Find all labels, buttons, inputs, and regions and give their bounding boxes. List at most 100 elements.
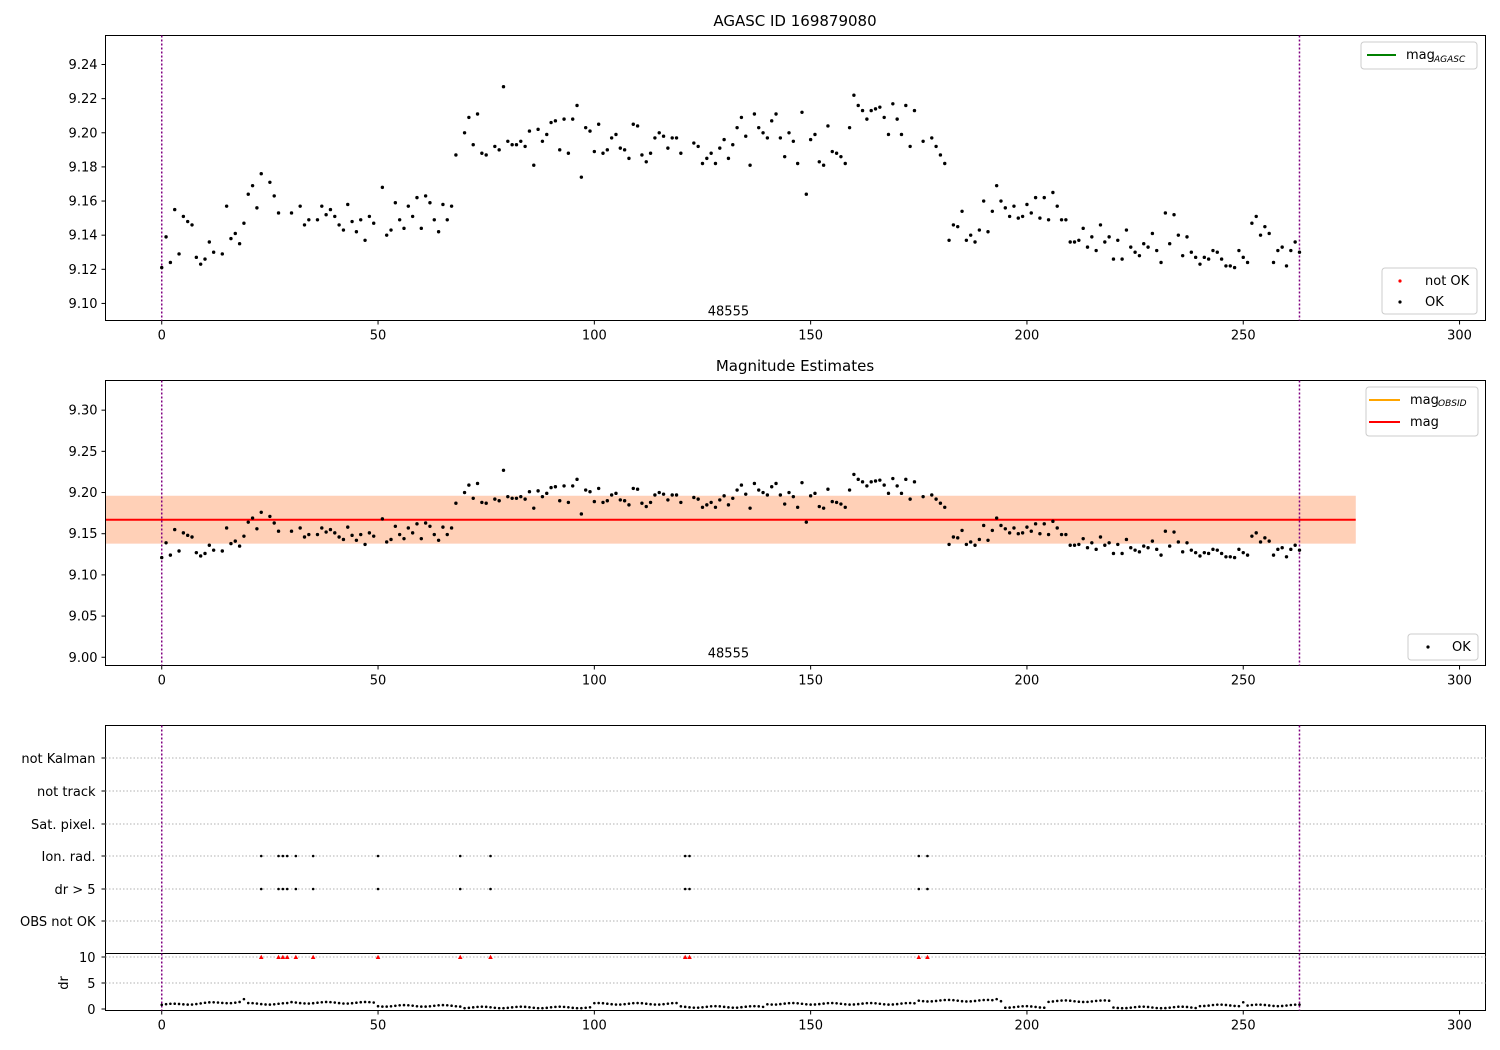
dr-point <box>744 1005 748 1009</box>
data-point <box>242 221 246 225</box>
dr-point <box>774 1003 778 1006</box>
data-point <box>1185 541 1189 545</box>
data-point <box>821 506 826 510</box>
dr-point <box>467 1006 471 1010</box>
data-point <box>657 490 661 495</box>
dr-overflow-marker <box>258 954 264 959</box>
dr-point <box>960 999 964 1003</box>
data-point <box>168 553 173 557</box>
data-point <box>834 151 839 155</box>
observation-boundaries <box>160 35 1301 321</box>
data-point <box>384 233 389 237</box>
dr-point <box>1142 1005 1146 1008</box>
x-tick-label: 50 <box>370 1019 387 1034</box>
grid <box>105 956 1486 984</box>
y-tick-label: 9.20 <box>69 126 98 141</box>
legend-ok: OK <box>1407 633 1479 661</box>
dr-point <box>376 1004 380 1008</box>
y-axis: 9.00 9.05 9.10 9.15 9.20 9.25 9.30 <box>69 404 106 666</box>
data-point <box>1072 543 1077 547</box>
x-tick-label: 250 <box>1231 1019 1256 1034</box>
data-point <box>173 207 177 212</box>
data-point <box>454 153 458 157</box>
dr-point <box>636 1001 639 1005</box>
dr-point <box>1125 1006 1128 1010</box>
data-point <box>990 528 995 533</box>
data-point <box>588 129 592 133</box>
data-point <box>510 143 514 147</box>
dr-point <box>532 1006 536 1010</box>
dr-overflow-marker <box>293 954 299 959</box>
data-point <box>865 484 869 488</box>
data-point <box>592 149 597 154</box>
data-point <box>934 144 938 149</box>
flag-points <box>259 854 929 891</box>
dr-point <box>856 1002 860 1006</box>
dr-point <box>268 1003 272 1006</box>
data-point <box>653 493 657 497</box>
data-point <box>1068 543 1072 547</box>
x-tick-label: 300 <box>1447 1019 1472 1034</box>
data-point <box>1085 546 1090 550</box>
data-point <box>415 195 419 200</box>
data-point <box>160 265 164 270</box>
data-point <box>860 480 865 484</box>
dr-point <box>1207 1004 1210 1007</box>
data-point <box>514 496 519 500</box>
data-point <box>1215 548 1219 552</box>
data-point <box>674 136 679 140</box>
dr-point <box>1060 999 1063 1002</box>
data-point <box>449 204 454 208</box>
panel-agasc-id: AGASC ID 169879080 9.109.129.149.169.189… <box>69 12 1486 344</box>
dr-point <box>692 1006 696 1009</box>
data-point <box>307 218 311 222</box>
data-point <box>1146 245 1150 249</box>
data-point <box>973 543 977 547</box>
data-point <box>337 535 341 539</box>
dr-point <box>497 1006 501 1010</box>
dr-point <box>1099 999 1102 1002</box>
data-point <box>843 161 847 166</box>
data-point <box>233 231 237 236</box>
data-point <box>635 487 640 491</box>
dr-point <box>355 1001 358 1005</box>
data-point <box>1206 257 1211 261</box>
data-point <box>393 201 398 205</box>
data-point <box>168 260 173 265</box>
flag-point <box>281 854 285 858</box>
data-point <box>1016 216 1020 220</box>
data-point <box>441 525 445 529</box>
dr-point <box>1203 1004 1206 1008</box>
dr-point <box>969 1000 973 1003</box>
data-point <box>207 543 212 547</box>
dr-point <box>683 1005 687 1009</box>
data-point <box>519 139 523 144</box>
dr-point <box>1185 1005 1189 1009</box>
data-point <box>726 503 731 507</box>
data-point <box>579 512 584 516</box>
data-point <box>622 148 627 152</box>
dr-point <box>350 1001 354 1005</box>
dr-point <box>368 1000 371 1004</box>
data-point <box>579 175 584 179</box>
data-point <box>878 105 882 109</box>
data-point <box>1168 242 1172 246</box>
dr-point <box>190 1003 194 1006</box>
data-point <box>397 532 402 537</box>
dr-point <box>748 1004 752 1008</box>
data-point <box>757 125 761 130</box>
data-point <box>731 143 735 147</box>
data-point <box>644 504 648 509</box>
data-point <box>181 531 186 535</box>
flag-point <box>277 854 280 858</box>
data-point <box>640 153 644 157</box>
data-point <box>631 122 635 126</box>
dr-point <box>800 1002 804 1006</box>
data-point <box>869 108 873 113</box>
data-point <box>1150 231 1155 236</box>
data-point <box>1111 551 1116 556</box>
dr-point <box>848 1003 851 1006</box>
dr-point <box>450 1004 453 1008</box>
data-point <box>173 527 177 532</box>
data-point <box>558 499 562 503</box>
